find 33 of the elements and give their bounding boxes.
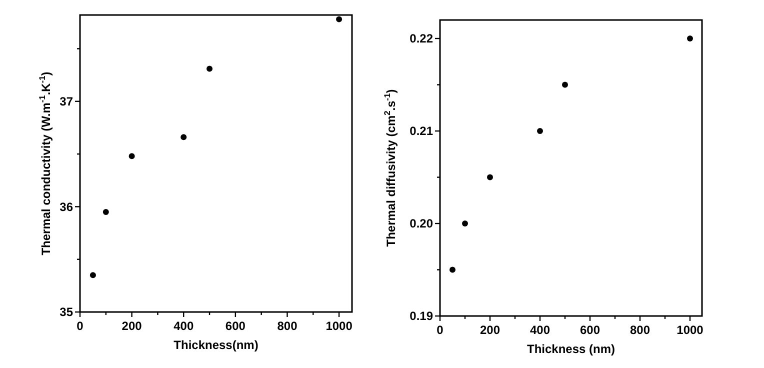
x-tick-label: 600: [225, 319, 246, 333]
x-tick-label: 200: [480, 323, 500, 337]
y-tick-label: 0.19: [410, 309, 434, 324]
x-axis-title: Thickness (nm): [526, 342, 616, 356]
y-tick-label: 37: [60, 94, 74, 109]
point: [102, 208, 109, 215]
x-axis-title: Thickness(nm): [174, 338, 258, 352]
x-tick-label: 400: [530, 323, 550, 337]
point: [687, 36, 693, 42]
x-tick-label: 0: [436, 323, 444, 337]
point: [462, 220, 468, 226]
x-tick-label: 800: [630, 323, 650, 337]
point: [450, 266, 456, 273]
point: [537, 128, 543, 134]
point: [562, 82, 568, 88]
point: [206, 66, 213, 72]
x-tick-label: 600: [580, 323, 600, 337]
point: [128, 153, 135, 160]
y-tick-label: 0.22: [410, 32, 434, 46]
x-tick-label: 1000: [676, 323, 704, 337]
x-tick-label: 800: [277, 319, 298, 333]
point: [180, 134, 187, 140]
x-tick-label: 0: [76, 319, 84, 333]
point: [487, 174, 493, 180]
y-tick-label: 35: [60, 305, 74, 320]
x-tick-label: 200: [122, 319, 142, 333]
point: [90, 272, 96, 278]
y-tick-label: 0.20: [410, 216, 434, 231]
y-tick-label: 0.21: [410, 124, 434, 138]
point: [336, 16, 342, 22]
x-tick-label: 1000: [326, 319, 353, 333]
x-tick-label: 400: [174, 319, 194, 333]
y-tick-label: 36: [60, 200, 74, 214]
